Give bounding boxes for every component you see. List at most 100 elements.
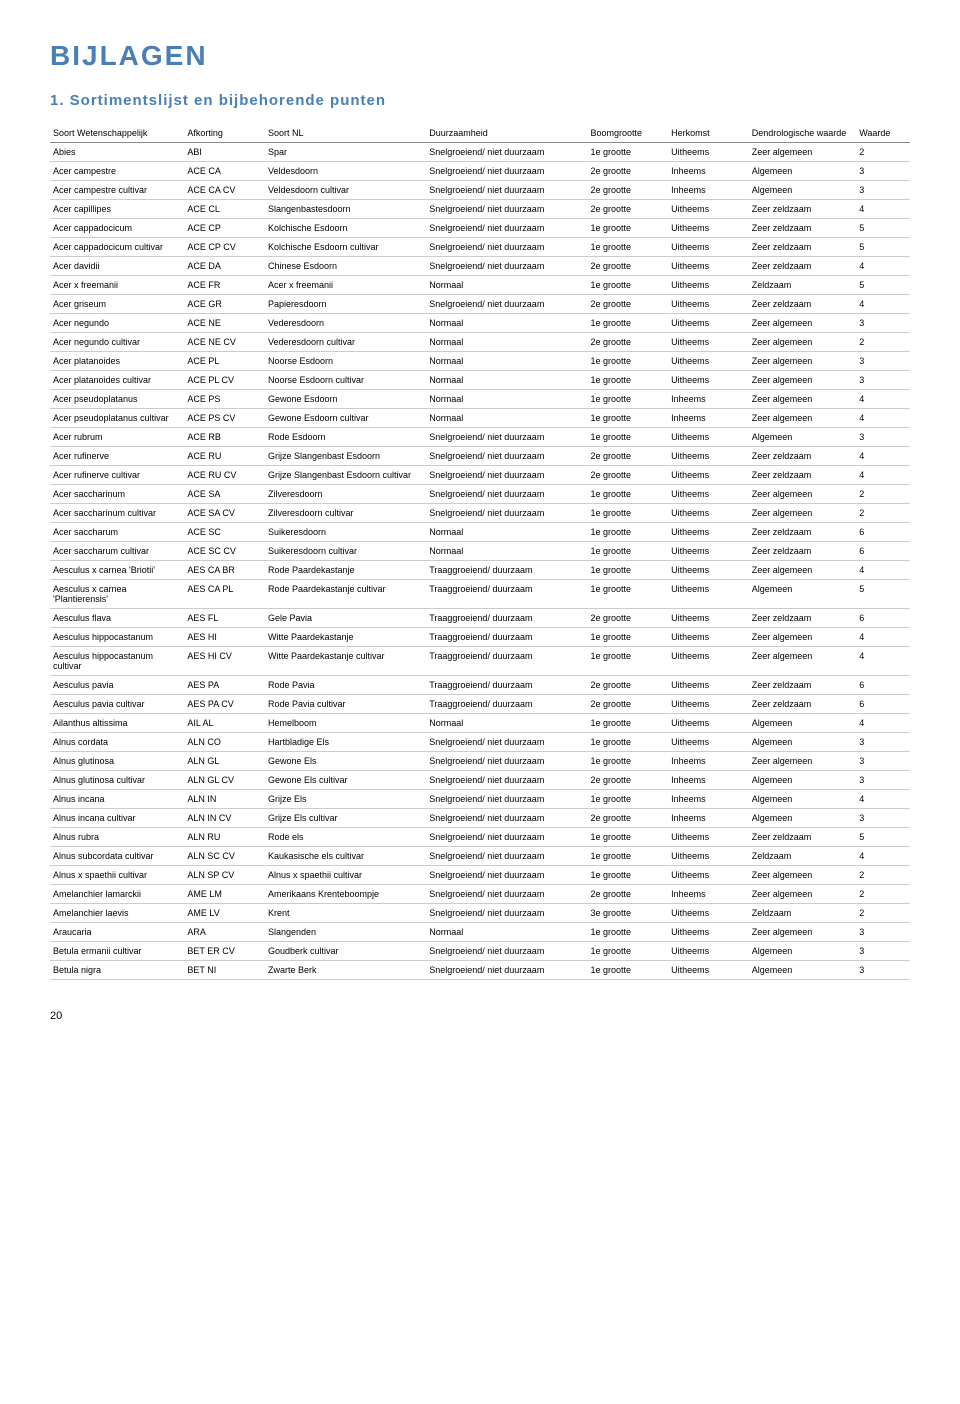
table-cell: 1e grootte [587, 961, 668, 980]
table-cell: Zeer zeldzaam [749, 447, 856, 466]
table-cell: Zeer algemeen [749, 628, 856, 647]
table-cell: Zeer algemeen [749, 885, 856, 904]
table-row: Acer saccharum cultivarACE SC CVSuikeres… [50, 542, 910, 561]
table-cell: 3 [856, 942, 910, 961]
table-cell: 2e grootte [587, 181, 668, 200]
table-cell: 5 [856, 238, 910, 257]
table-cell: AES CA BR [184, 561, 265, 580]
table-cell: Zeer zeldzaam [749, 238, 856, 257]
table-cell: ACE NE [184, 314, 265, 333]
table-cell: ACE FR [184, 276, 265, 295]
table-cell: 1e grootte [587, 866, 668, 885]
table-cell: Uitheems [668, 714, 749, 733]
table-cell: AES PA CV [184, 695, 265, 714]
table-row: Acer saccharumACE SCSuikeresdoornNormaal… [50, 523, 910, 542]
table-cell: 1e grootte [587, 352, 668, 371]
table-cell: 1e grootte [587, 143, 668, 162]
table-cell: Acer negundo [50, 314, 184, 333]
table-cell: Grijze Els cultivar [265, 809, 426, 828]
table-cell: Zeldzaam [749, 276, 856, 295]
table-cell: Normaal [426, 352, 587, 371]
table-cell: Snelgroeiend/ niet duurzaam [426, 847, 587, 866]
table-row: Alnus incanaALN INGrijze ElsSnelgroeiend… [50, 790, 910, 809]
table-cell: Acer x freemanii [50, 276, 184, 295]
table-cell: ACE PS CV [184, 409, 265, 428]
table-header: Waarde [856, 124, 910, 143]
table-cell: ACE NE CV [184, 333, 265, 352]
table-cell: Normaal [426, 276, 587, 295]
table-cell: 2e grootte [587, 200, 668, 219]
table-cell: Suikeresdoorn [265, 523, 426, 542]
table-cell: Papieresdoorn [265, 295, 426, 314]
table-cell: Traaggroeiend/ duurzaam [426, 628, 587, 647]
table-cell: Zeer algemeen [749, 866, 856, 885]
table-cell: Uitheems [668, 504, 749, 523]
table-cell: 1e grootte [587, 942, 668, 961]
table-cell: Snelgroeiend/ niet duurzaam [426, 733, 587, 752]
sortiments-table: Soort Wetenschappelijk Afkorting Soort N… [50, 124, 910, 980]
table-cell: 3 [856, 961, 910, 980]
table-cell: AES CA PL [184, 580, 265, 609]
table-cell: Zeer algemeen [749, 485, 856, 504]
page-title: BIJLAGEN [50, 40, 910, 72]
table-row: Acer rufinerveACE RUGrijze Slangenbast E… [50, 447, 910, 466]
table-row: AraucariaARASlangendenNormaal1e grootteU… [50, 923, 910, 942]
table-cell: Acer saccharinum cultivar [50, 504, 184, 523]
table-cell: ABI [184, 143, 265, 162]
table-cell: ACE GR [184, 295, 265, 314]
table-cell: Zeer zeldzaam [749, 609, 856, 628]
table-cell: ACE SA [184, 485, 265, 504]
table-cell: 2e grootte [587, 676, 668, 695]
table-header: Soort Wetenschappelijk [50, 124, 184, 143]
table-cell: Algemeen [749, 580, 856, 609]
table-cell: ACE RU CV [184, 466, 265, 485]
table-cell: Acer pseudoplatanus [50, 390, 184, 409]
table-cell: Hartbladige Els [265, 733, 426, 752]
table-cell: 3 [856, 733, 910, 752]
table-cell: 2e grootte [587, 809, 668, 828]
page-subtitle: 1. Sortimentslijst en bijbehorende punte… [50, 92, 910, 109]
table-cell: Inheems [668, 771, 749, 790]
table-cell: Uitheems [668, 143, 749, 162]
table-cell: Uitheems [668, 238, 749, 257]
table-row: Acer rufinerve cultivarACE RU CVGrijze S… [50, 466, 910, 485]
table-cell: Zeer algemeen [749, 561, 856, 580]
table-cell: Witte Paardekastanje cultivar [265, 647, 426, 676]
table-row: Acer platanoides cultivarACE PL CVNoorse… [50, 371, 910, 390]
table-cell: Snelgroeiend/ niet duurzaam [426, 428, 587, 447]
table-row: Alnus incana cultivarALN IN CVGrijze Els… [50, 809, 910, 828]
table-row: Aesculus x carnea 'Briotii'AES CA BRRode… [50, 561, 910, 580]
table-cell: Snelgroeiend/ niet duurzaam [426, 904, 587, 923]
table-cell: Zeer algemeen [749, 504, 856, 523]
table-row: Acer cappadocicum cultivarACE CP CVKolch… [50, 238, 910, 257]
table-cell: Snelgroeiend/ niet duurzaam [426, 447, 587, 466]
table-row: Aesculus x carnea 'Plantierensis'AES CA … [50, 580, 910, 609]
table-cell: Uitheems [668, 352, 749, 371]
table-cell: 1e grootte [587, 714, 668, 733]
table-cell: Zeer algemeen [749, 647, 856, 676]
table-cell: Rode Pavia cultivar [265, 695, 426, 714]
table-cell: AES HI CV [184, 647, 265, 676]
table-cell: Snelgroeiend/ niet duurzaam [426, 219, 587, 238]
table-cell: Zeer zeldzaam [749, 828, 856, 847]
table-cell: 1e grootte [587, 580, 668, 609]
table-cell: Acer campestre cultivar [50, 181, 184, 200]
table-cell: ALN SP CV [184, 866, 265, 885]
table-cell: ALN IN [184, 790, 265, 809]
table-cell: 3 [856, 771, 910, 790]
table-cell: Aesculus flava [50, 609, 184, 628]
table-cell: 3 [856, 314, 910, 333]
table-cell: 3 [856, 923, 910, 942]
table-cell: Zeldzaam [749, 904, 856, 923]
table-row: Acer griseumACE GRPapieresdoornSnelgroei… [50, 295, 910, 314]
table-cell: Inheems [668, 885, 749, 904]
table-cell: Uitheems [668, 200, 749, 219]
table-cell: 2 [856, 885, 910, 904]
table-cell: 1e grootte [587, 523, 668, 542]
table-cell: Alnus incana [50, 790, 184, 809]
table-cell: Normaal [426, 714, 587, 733]
table-cell: Zeer zeldzaam [749, 695, 856, 714]
table-cell: 3 [856, 352, 910, 371]
table-row: Aesculus paviaAES PARode PaviaTraaggroei… [50, 676, 910, 695]
table-cell: Algemeen [749, 771, 856, 790]
